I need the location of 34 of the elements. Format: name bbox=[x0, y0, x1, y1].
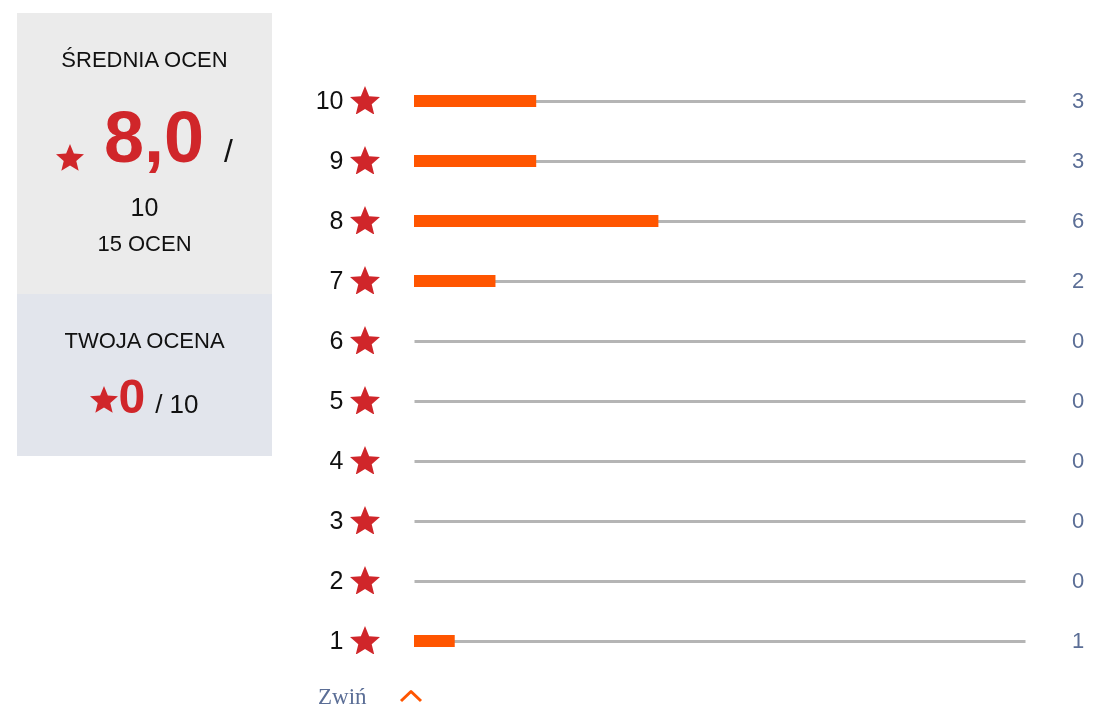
data-label: 0 bbox=[1071, 508, 1085, 533]
data-label: 3 bbox=[1071, 148, 1085, 173]
text: 0 bbox=[118, 369, 146, 425]
data-label: 0 bbox=[1071, 448, 1085, 473]
text: / 10 bbox=[155, 389, 199, 420]
data-label: 1 bbox=[1071, 628, 1085, 653]
bar bbox=[414, 275, 496, 287]
bar bbox=[414, 155, 537, 167]
text: 8,0 bbox=[104, 96, 205, 179]
y-tick-label: 9 bbox=[329, 146, 344, 174]
text: 10 bbox=[129, 192, 160, 222]
data-label: 2 bbox=[1071, 268, 1085, 293]
text: ŚREDNIA OCEN bbox=[60, 47, 229, 73]
data-label: 6 bbox=[1071, 208, 1085, 233]
bar bbox=[414, 215, 659, 227]
y-tick-label: 1 bbox=[329, 626, 344, 654]
y-tick-label: 4 bbox=[329, 446, 344, 474]
bar bbox=[414, 635, 455, 647]
bar bbox=[414, 95, 537, 107]
text: Zwiń bbox=[318, 684, 367, 710]
text: TWOJA OCENA bbox=[63, 328, 226, 354]
y-tick-label: 7 bbox=[329, 266, 344, 294]
text: / bbox=[224, 133, 233, 170]
y-tick-label: 5 bbox=[329, 386, 344, 414]
data-label: 0 bbox=[1071, 388, 1085, 413]
data-label: 0 bbox=[1071, 328, 1085, 353]
y-tick-label: 2 bbox=[329, 566, 344, 594]
y-tick-label: 8 bbox=[329, 206, 344, 234]
y-tick-label: 6 bbox=[329, 326, 344, 354]
y-tick-label: 3 bbox=[329, 506, 344, 534]
data-label: 0 bbox=[1071, 568, 1085, 593]
data-label: 3 bbox=[1071, 88, 1085, 113]
text: 15 OCEN bbox=[96, 231, 193, 257]
y-tick-label: 10 bbox=[315, 86, 344, 114]
